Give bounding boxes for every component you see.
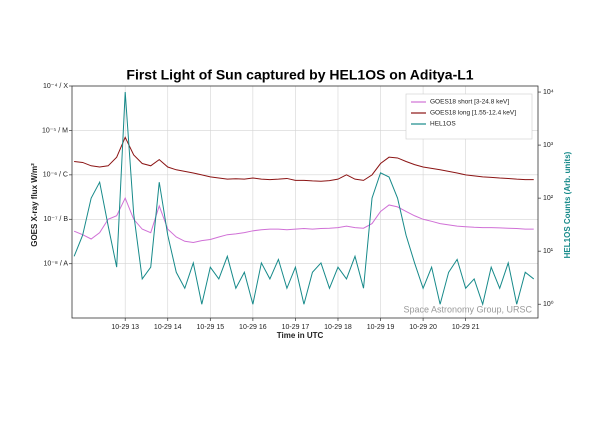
y-tick-label: 10⁻⁶ / C bbox=[43, 172, 68, 179]
plot-frame bbox=[71, 85, 539, 319]
y-tick-label: 10⁻⁸ / A bbox=[43, 261, 68, 268]
x-tick-label: 10-29 13 bbox=[111, 324, 139, 331]
legend-label: HEL1OS bbox=[430, 121, 456, 128]
legend-box bbox=[405, 93, 533, 140]
y2-tick-label: 10⁴ bbox=[543, 89, 554, 96]
y-tick-label: 10⁻⁵ / M bbox=[42, 127, 68, 134]
legend-label: GOES18 long [1.55-12.4 keV] bbox=[430, 110, 516, 117]
x-tick-label: 10-29 15 bbox=[196, 324, 224, 331]
y-tick-label: 10⁻⁴ / X bbox=[43, 83, 68, 90]
x-axis-label: Time in UTC bbox=[277, 331, 324, 340]
series-line bbox=[74, 136, 534, 182]
x-tick-label: 10-29 14 bbox=[154, 324, 182, 331]
x-tick-label: 10-29 21 bbox=[452, 324, 480, 331]
y-tick-label: 10⁻⁷ / B bbox=[43, 216, 68, 223]
series-line bbox=[73, 92, 535, 307]
x-tick-label: 10-29 19 bbox=[367, 324, 395, 331]
y2-tick-label: 10³ bbox=[543, 142, 554, 149]
annotation: Space Astronomy Group, URSC bbox=[403, 304, 532, 314]
y2-tick-label: 10⁰ bbox=[543, 300, 554, 308]
y-axis-label: GOES X-ray flux W/m² bbox=[30, 163, 39, 247]
y2-tick-label: 10¹ bbox=[543, 248, 554, 255]
x-tick-label: 10-29 20 bbox=[409, 324, 437, 331]
x-tick-label: 10-29 18 bbox=[324, 324, 352, 331]
series-line bbox=[73, 196, 534, 244]
x-tick-label: 10-29 16 bbox=[239, 324, 267, 331]
y2-axis-label: HEL1OS Counts (Arb. units) bbox=[563, 151, 572, 258]
x-tick-label: 10-29 17 bbox=[282, 324, 310, 331]
chart-title: First Light of Sun captured by HEL1OS on… bbox=[126, 67, 473, 83]
y2-tick-label: 10² bbox=[543, 195, 554, 202]
legend-label: GOES18 short [3-24.8 keV] bbox=[430, 99, 509, 106]
plot-area: 10-29 13 10-29 14 10-29 15 10-29 16 10-29 17… bbox=[42, 83, 554, 331]
